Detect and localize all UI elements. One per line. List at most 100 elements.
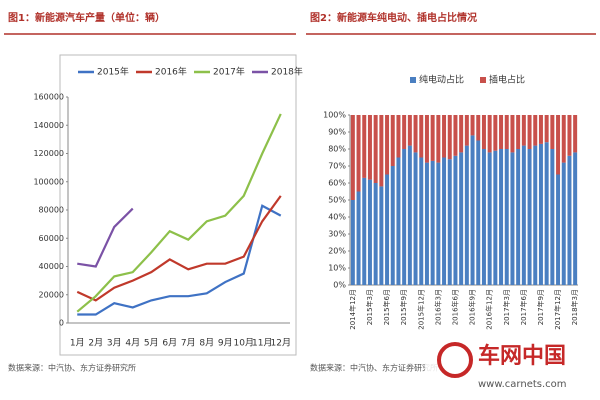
x-tick-label: 2016年12月 [485, 289, 494, 330]
bar-segment [407, 115, 412, 146]
x-tick-label: 9月 [218, 338, 233, 349]
bar-segment [396, 115, 401, 158]
bar-segment [493, 150, 498, 285]
bar-segment [510, 152, 515, 285]
bar-segment [396, 157, 401, 285]
y-tick-label: 50% [328, 196, 346, 205]
bar-segment [573, 152, 578, 285]
x-tick-label: 3月 [107, 338, 122, 349]
y-tick-label: 10% [328, 264, 346, 273]
y-tick-label: 0 [59, 319, 64, 328]
x-tick-label: 2016年3月 [433, 289, 442, 325]
y-tick-label: 100% [323, 111, 346, 120]
bar-segment [362, 115, 367, 178]
x-tick-label: 6月 [162, 338, 177, 349]
bar-segment [538, 115, 543, 144]
bar-segment [367, 115, 372, 180]
bar-segment [499, 149, 504, 285]
x-tick-label: 2015年12月 [416, 289, 425, 330]
x-tick-label: 2016年6月 [450, 289, 459, 325]
bar-segment [419, 115, 424, 158]
bar-segment [527, 149, 532, 285]
legend-label: 2017年 [213, 66, 245, 78]
bar-segment [385, 115, 390, 175]
bar-segment [442, 115, 447, 158]
watermark-name: 车网中国 [478, 343, 566, 369]
x-tick-label: 12月 [271, 338, 291, 349]
bar-segment [379, 186, 384, 285]
bar-segment [533, 145, 538, 285]
bar-segment [516, 115, 521, 149]
watermark-bg [425, 330, 600, 400]
y-tick-label: 100000 [33, 177, 64, 186]
bar-segment [516, 149, 521, 285]
x-tick-label: 2017年6月 [519, 289, 528, 325]
legend-swatch [480, 77, 486, 83]
bar-segment [407, 145, 412, 285]
bar-segment [390, 166, 395, 285]
series-line [77, 207, 134, 268]
bar-segment [470, 135, 475, 285]
bar-segment [470, 115, 475, 136]
y-tick-label: 80% [328, 145, 346, 154]
y-tick-label: 30% [328, 230, 346, 239]
x-tick-label: 2017年9月 [536, 289, 545, 325]
watermark-logo [437, 342, 473, 378]
bar-segment [538, 143, 543, 285]
bar-segment [402, 149, 407, 285]
bar-segment [521, 115, 526, 146]
bar-segment [481, 115, 486, 149]
watermark-url: www.carnets.com [478, 379, 567, 390]
bar-segment [550, 149, 555, 285]
bar-segment [373, 183, 378, 285]
legend-label: 2015年 [97, 66, 129, 78]
bar-segment [367, 179, 372, 285]
bar-segment [430, 160, 435, 285]
bar-segment [350, 115, 355, 200]
bar-segment [413, 115, 418, 153]
x-tick-label: 2015年3月 [365, 289, 374, 325]
bar-segment [527, 115, 532, 149]
bar-segment [504, 115, 509, 149]
x-tick-label: 2018年3月 [570, 289, 579, 325]
y-tick-label: 20000 [39, 290, 64, 299]
bar-segment [459, 152, 464, 285]
bar-segment [356, 191, 361, 285]
bar-segment [413, 152, 418, 285]
x-tick-label: 8月 [199, 338, 214, 349]
legend-label: 纯电动占比 [419, 74, 464, 86]
x-tick-label: 1月 [70, 338, 85, 349]
x-tick-label: 5月 [144, 338, 159, 349]
y-tick-label: 80000 [39, 206, 64, 215]
bar-segment [436, 162, 441, 285]
bar-segment [493, 115, 498, 151]
bar-segment [442, 157, 447, 285]
bar-segment [447, 159, 452, 285]
bar-segment [350, 200, 355, 285]
bar-segment [481, 149, 486, 285]
x-tick-label: 2015年6月 [382, 289, 391, 325]
bar-segment [544, 115, 549, 143]
y-tick-label: 160000 [33, 93, 64, 102]
x-tick-label: 2014年12月 [348, 289, 357, 330]
source: 数据来源：中汽协、东方证券研究所 [8, 363, 136, 373]
bar-segment [561, 115, 566, 163]
chart-title: 图1：新能源汽车产量（单位：辆） [8, 11, 165, 24]
bar-segment [430, 115, 435, 161]
bar-segment [487, 115, 492, 153]
bar-segment [447, 115, 452, 160]
y-tick-label: 60000 [39, 234, 64, 243]
bar-segment [556, 174, 561, 285]
bar-segment [436, 115, 441, 163]
bar-segment [379, 115, 384, 187]
legend-label: 2018年 [271, 66, 303, 78]
bar-segment [419, 157, 424, 285]
y-tick-label: 120000 [33, 149, 64, 158]
x-tick-label: 10月 [234, 338, 254, 349]
bar-segment [424, 162, 429, 285]
bar-segment [459, 115, 464, 153]
y-tick-label: 40% [328, 213, 346, 222]
x-tick-label: 4月 [125, 338, 140, 349]
x-tick-label: 2016年9月 [468, 289, 477, 325]
